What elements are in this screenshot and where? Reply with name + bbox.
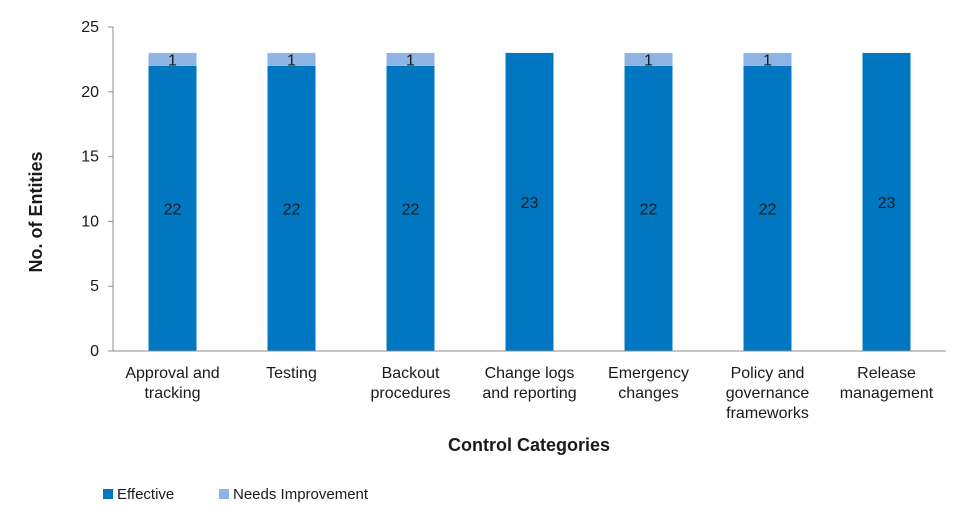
x-tick-label: Backout procedures: [370, 365, 450, 402]
data-label: 1: [168, 52, 177, 69]
x-tick-label-line: Approval and: [125, 365, 219, 382]
x-tick-label-line: changes: [618, 385, 679, 402]
data-label: 22: [164, 201, 182, 218]
y-tick-label: 20: [81, 84, 99, 101]
x-tick-label-line: Emergency: [608, 365, 689, 382]
data-label: 22: [283, 201, 301, 218]
bar-effective: [267, 65, 316, 351]
data-label: 23: [878, 195, 896, 212]
x-tick-label: Policy and governance frameworks: [726, 365, 810, 422]
legend-label: Effective: [117, 486, 174, 503]
y-tick-label: 5: [90, 278, 99, 295]
bar-effective: [505, 52, 554, 352]
bar-needs-improvement: [624, 52, 673, 66]
y-tick-label: 10: [81, 213, 99, 230]
x-tick-label-line: Backout: [382, 365, 440, 382]
x-tick-label-line: and reporting: [482, 385, 576, 402]
x-tick-label-line: governance: [726, 385, 810, 402]
x-tick-label: Emergency changes: [608, 365, 689, 402]
bar-effective: [862, 52, 911, 352]
legend-swatch-effective: [103, 489, 113, 499]
bar-effective: [148, 65, 197, 351]
x-axis: Approval and tracking Testing Backout proced…: [113, 350, 946, 422]
legend: Effective Needs Improvement: [103, 486, 369, 503]
y-axis: 0 5 10 15 20 25: [81, 19, 114, 360]
y-axis-title: No. of Entities: [26, 152, 46, 273]
bar-effective: [386, 65, 435, 351]
y-tick-label: 15: [81, 149, 99, 166]
y-tick-label: 0: [90, 343, 99, 360]
x-tick-label-line: Change logs: [485, 365, 575, 382]
legend-swatch-needs-improvement: [219, 489, 229, 499]
x-tick-label-line: Testing: [266, 365, 317, 382]
x-tick-label: Testing: [266, 365, 317, 382]
bar-effective: [743, 65, 792, 351]
x-tick-label-line: frameworks: [726, 405, 809, 422]
bar-needs-improvement: [148, 52, 197, 66]
data-labels: 22 1 22 1 22 1 23 22 1 22 1 23: [164, 52, 896, 218]
x-tick-label: Approval and tracking: [125, 365, 219, 402]
x-tick-label-line: management: [840, 385, 934, 402]
x-tick-label: Release management: [840, 365, 934, 402]
data-label: 1: [287, 52, 296, 69]
bar-effective: [624, 65, 673, 351]
data-label: 22: [640, 201, 658, 218]
legend-label: Needs Improvement: [233, 486, 369, 503]
x-tick-label-line: Release: [857, 365, 916, 382]
bar-needs-improvement: [386, 52, 435, 66]
bars: [148, 52, 911, 352]
x-axis-title: Control Categories: [448, 435, 610, 455]
bar-needs-improvement: [267, 52, 316, 66]
x-tick-label-line: procedures: [370, 385, 450, 402]
bar-needs-improvement: [743, 52, 792, 66]
data-label: 1: [406, 52, 415, 69]
data-label: 23: [521, 195, 539, 212]
x-tick-label: Change logs and reporting: [482, 365, 576, 402]
x-tick-label-line: Policy and: [731, 365, 805, 382]
data-label: 1: [763, 52, 772, 69]
data-label: 1: [644, 52, 653, 69]
x-tick-label-line: tracking: [144, 385, 200, 402]
y-tick-label: 25: [81, 19, 99, 36]
data-label: 22: [402, 201, 420, 218]
data-label: 22: [759, 201, 777, 218]
